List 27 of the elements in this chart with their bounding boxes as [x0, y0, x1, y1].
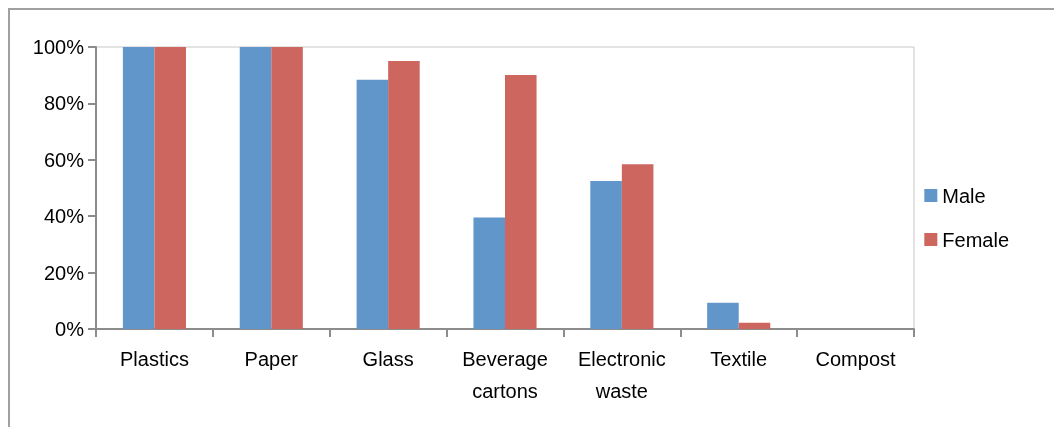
- y-tick-label: 20%: [43, 261, 85, 284]
- bar: [154, 47, 186, 329]
- legend-label: Female: [942, 228, 1010, 251]
- y-tick-label: 100%: [32, 36, 85, 58]
- bar: [473, 217, 505, 329]
- y-tick-label: 0%: [55, 318, 85, 340]
- y-tick-label: 40%: [43, 205, 85, 228]
- y-tick-label: 80%: [43, 92, 85, 115]
- bar: [707, 302, 739, 329]
- bar: [621, 164, 654, 329]
- bar: [388, 61, 420, 329]
- bar: [505, 74, 537, 329]
- y-tick-label: 60%: [43, 148, 85, 171]
- bar: [590, 180, 622, 329]
- bar: [356, 79, 389, 329]
- bar: [271, 47, 303, 329]
- x-tick-label: Beverage cartons: [462, 348, 548, 402]
- x-tick-label: Plastics: [119, 348, 189, 370]
- bar: [239, 47, 272, 329]
- x-tick-label: Glass: [362, 348, 414, 370]
- x-tick-label: Paper: [244, 348, 299, 370]
- bar: [122, 47, 155, 329]
- x-tick-label: Compost: [815, 348, 897, 370]
- legend-label: Male: [942, 184, 986, 207]
- bar: [738, 322, 771, 329]
- x-tick-label: Electronic waste: [577, 348, 666, 402]
- x-tick-label: Textile: [710, 348, 768, 370]
